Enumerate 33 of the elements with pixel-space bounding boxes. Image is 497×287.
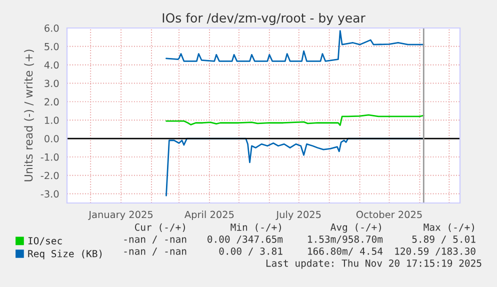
y-tick-label: 5.0 xyxy=(44,42,59,50)
x-tick-label: January 2025 xyxy=(88,210,153,220)
y-tick-label: 1.0 xyxy=(44,116,59,124)
text: Max (-/+) xyxy=(424,223,474,232)
text: Last update: Thu Nov 20 17:15:19 2025 xyxy=(266,259,482,269)
line-series xyxy=(166,114,424,126)
y-tick-label: 6.0 xyxy=(44,24,59,32)
text: 1.53m/958.70m xyxy=(308,235,383,244)
y-tick-label: -2.0 xyxy=(40,172,59,180)
legend-label: IO/sec xyxy=(28,237,62,246)
x-tick-label: October 2025 xyxy=(356,210,422,218)
y-tick-label: -1.0 xyxy=(40,153,59,161)
y-tick-label: 4.0 xyxy=(44,61,59,69)
text: -nan / -nan xyxy=(124,248,186,256)
legend-label: Req Size (KB) xyxy=(28,250,102,260)
x-tick-label: April 2025 xyxy=(184,210,234,220)
text: -nan / -nan xyxy=(124,236,186,244)
text: Cur (-/+) xyxy=(134,223,185,232)
text: Avg (-/+) xyxy=(330,223,381,233)
y-tick-label: 3.0 xyxy=(44,80,59,88)
x-tick-label: July 2025 xyxy=(276,210,321,220)
text: 0.00 /347.65m xyxy=(208,235,283,244)
text: 166.80m/ 4.54 xyxy=(308,247,383,256)
text: 5.89 / 5.01 xyxy=(412,235,476,244)
text: 120.59 /183.30 xyxy=(395,247,476,256)
y-axis-title: Units read (-) / write (+) xyxy=(24,50,34,182)
text: Min (-/+) xyxy=(230,223,281,232)
y-tick-label: 2.0 xyxy=(44,98,59,106)
y-tick-label: -3.0 xyxy=(40,190,59,198)
line-series xyxy=(166,30,424,62)
y-tick-label: 0.0 xyxy=(44,135,59,142)
text: 0.00 / 3.81 xyxy=(219,247,282,256)
chart-title: IOs for /dev/zm-vg/root - by year xyxy=(162,12,366,26)
